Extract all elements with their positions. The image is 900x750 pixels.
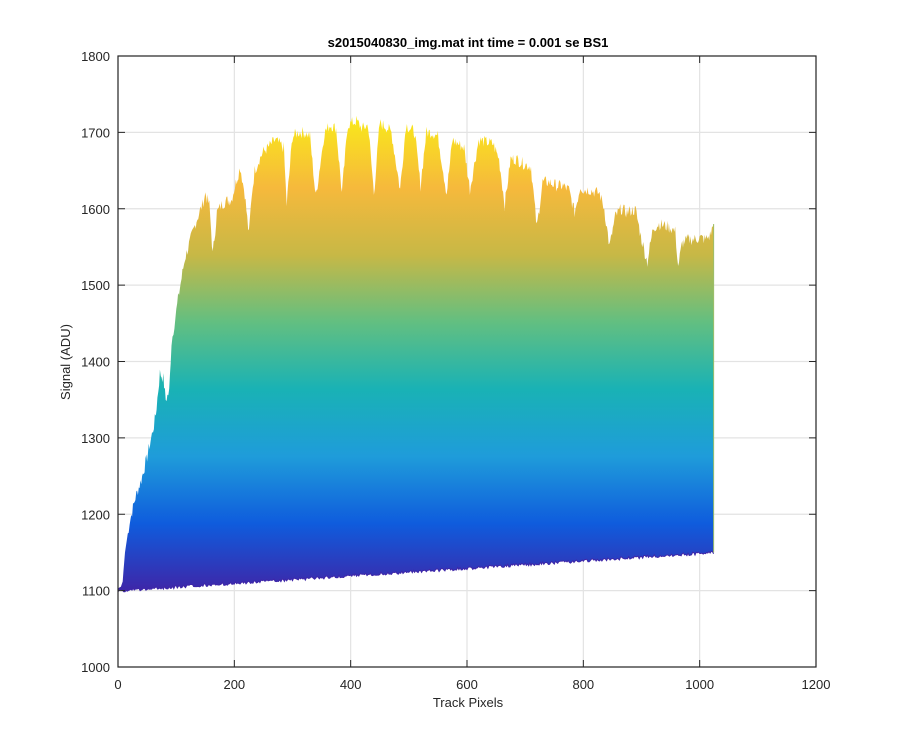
y-tick-label: 1300 [81, 431, 110, 446]
y-tick-label: 1600 [81, 202, 110, 217]
axes [117, 55, 817, 668]
x-tick-label: 1000 [685, 677, 714, 692]
y-tick-label: 1800 [81, 49, 110, 64]
y-tick-label: 1400 [81, 355, 110, 370]
x-tick-label: 600 [456, 677, 478, 692]
x-axis-label: Track Pixels [433, 695, 504, 710]
x-tick-label: 800 [572, 677, 594, 692]
x-tick-label: 400 [340, 677, 362, 692]
signal-area [118, 115, 714, 592]
y-axis-label: Signal (ADU) [58, 324, 73, 400]
y-tick-label: 1200 [81, 507, 110, 522]
x-tick-label: 200 [223, 677, 245, 692]
y-tick-label: 1500 [81, 278, 110, 293]
x-tick-label: 1200 [802, 677, 831, 692]
y-tick-label: 1100 [82, 584, 110, 599]
x-tick-label: 0 [114, 677, 121, 692]
y-tick-label: 1000 [81, 660, 110, 675]
chart-title: s2015040830_img.mat int time = 0.001 se … [328, 35, 609, 50]
y-tick-label: 1700 [81, 125, 110, 140]
tick-labels: 0 200 400 600 800 1000 1200 1000 1100 1200 1300 140… [81, 49, 830, 692]
data-area [118, 115, 715, 593]
lower-envelope-line [118, 550, 715, 593]
